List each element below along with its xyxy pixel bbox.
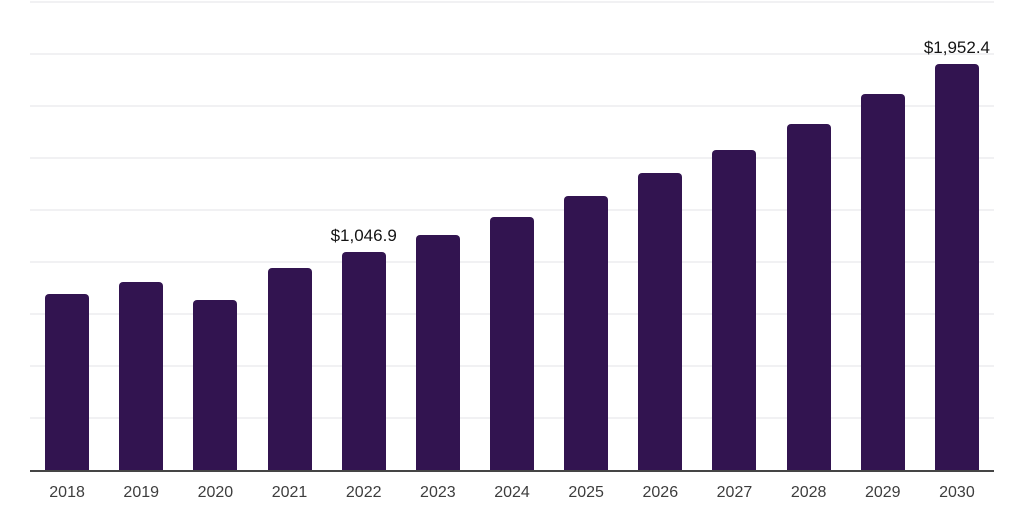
bar-2020: [193, 300, 238, 470]
bar-2025: [564, 196, 609, 470]
bar-2018: [45, 294, 90, 470]
x-tick-label: 2019: [123, 484, 160, 501]
bar-2024: [490, 216, 534, 470]
x-tick-label: 2027: [716, 484, 753, 501]
gridline: [30, 105, 994, 107]
bar-2021: [267, 268, 312, 470]
gridline: [30, 53, 994, 55]
bar-2030: [934, 63, 979, 470]
gridline: [30, 157, 994, 159]
data-label: $1,952.4: [923, 37, 991, 57]
x-tick-label: 2029: [864, 484, 901, 501]
x-tick-label: 2022: [345, 484, 382, 501]
bar-2022: [341, 252, 386, 470]
bar-2028: [786, 124, 831, 470]
x-tick-label: 2018: [49, 484, 85, 501]
x-tick-label: 2024: [494, 484, 530, 501]
gridline: [30, 209, 994, 211]
x-tick-label: 2026: [642, 484, 679, 501]
x-tick-label: 2030: [939, 484, 975, 501]
data-label: $1,046.9: [330, 226, 397, 246]
x-tick-label: 2025: [568, 484, 604, 501]
bar-2029: [860, 94, 905, 470]
x-axis-line: [30, 470, 994, 472]
x-tick-label: 2020: [197, 484, 234, 501]
bar-2026: [638, 173, 683, 470]
bar-2027: [712, 150, 757, 470]
x-tick-label: 2021: [271, 484, 308, 501]
x-tick-label: 2023: [420, 484, 456, 501]
x-tick-label: 2028: [790, 484, 827, 501]
gridline: [30, 1, 994, 3]
bar-2023: [415, 234, 460, 470]
bar-2019: [119, 282, 164, 470]
